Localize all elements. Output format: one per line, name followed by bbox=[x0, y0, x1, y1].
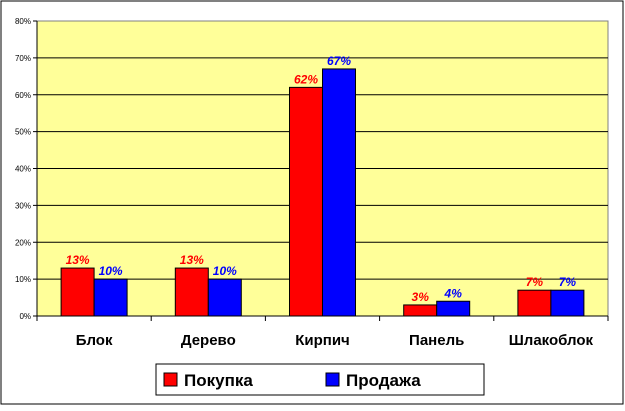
data-label: 3% bbox=[412, 290, 430, 304]
y-tick-label: 10% bbox=[15, 275, 31, 284]
data-label: 13% bbox=[180, 253, 204, 267]
data-label: 4% bbox=[444, 286, 463, 300]
data-label: 10% bbox=[213, 264, 237, 278]
x-tick-label: Блок bbox=[76, 332, 113, 349]
legend-items: Покупка Продажа bbox=[163, 371, 421, 390]
bar bbox=[60, 267, 95, 317]
y-axis-ticks: 0% 10% 20% 30% 40% 50% 60% 70% 80% bbox=[15, 17, 37, 321]
y-tick-label: 60% bbox=[15, 91, 31, 100]
y-tick-label: 80% bbox=[15, 17, 31, 26]
data-label: 13% bbox=[66, 253, 90, 267]
y-tick-label: 30% bbox=[15, 201, 31, 210]
y-tick-label: 70% bbox=[15, 54, 31, 63]
x-tick-label: Панель bbox=[409, 332, 464, 349]
legend-label: Покупка bbox=[184, 371, 253, 390]
x-tick-label: Кирпич bbox=[295, 332, 350, 349]
data-label: 62% bbox=[294, 72, 318, 86]
y-tick-label: 50% bbox=[15, 128, 31, 137]
bar bbox=[517, 289, 552, 317]
legend-label: Продажа bbox=[346, 371, 421, 390]
x-axis-ticks: Блок Дерево Кирпич Панель Шлакоблок bbox=[36, 316, 609, 349]
x-tick-label: Дерево bbox=[181, 332, 236, 349]
bar bbox=[174, 267, 209, 317]
legend-swatch bbox=[325, 372, 340, 387]
bar bbox=[207, 278, 242, 317]
legend: Покупка Продажа bbox=[155, 363, 485, 396]
legend-swatch bbox=[163, 372, 178, 387]
data-label: 7% bbox=[526, 275, 544, 289]
legend-box bbox=[155, 363, 485, 396]
bar bbox=[93, 278, 128, 317]
bar bbox=[403, 304, 438, 317]
bar bbox=[289, 86, 323, 317]
bars bbox=[60, 68, 585, 317]
bar bbox=[322, 68, 356, 317]
y-tick-label: 20% bbox=[15, 238, 31, 247]
axes bbox=[36, 21, 608, 317]
data-label: 10% bbox=[99, 264, 123, 278]
x-tick-label: Шлакоблок bbox=[509, 332, 594, 349]
y-tick-label: 0% bbox=[19, 312, 31, 321]
y-tick-label: 40% bbox=[15, 165, 31, 174]
data-label: 67% bbox=[327, 54, 351, 68]
data-label: 7% bbox=[559, 275, 577, 289]
data-labels: 13% 10% 13% 10% 62% 67% 3% 4% 7% 7% bbox=[66, 54, 577, 304]
bar bbox=[550, 289, 585, 317]
bar bbox=[436, 300, 471, 317]
